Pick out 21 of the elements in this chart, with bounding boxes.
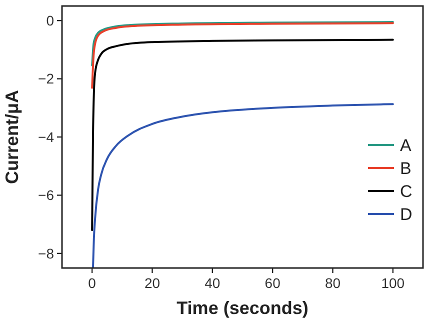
x-tick-label: 100 <box>381 275 405 291</box>
x-tick-label: 40 <box>204 275 220 291</box>
legend-label: A <box>400 136 412 155</box>
y-tick-label: −8 <box>38 245 54 262</box>
line-series <box>92 103 394 268</box>
y-tick-label: −6 <box>38 187 54 204</box>
x-tick-label: 20 <box>144 275 160 291</box>
legend-label: C <box>400 182 412 201</box>
y-axis-title: Current/μA <box>2 90 22 184</box>
y-tick-label: 0 <box>46 12 54 28</box>
line-series <box>91 22 394 89</box>
legend-label: B <box>400 158 412 178</box>
y-tick-label: −4 <box>38 128 54 145</box>
y-tick-label: −2 <box>38 70 54 87</box>
line-series <box>91 38 394 232</box>
x-tick-label: 0 <box>88 275 96 291</box>
legend-label: D <box>400 204 412 224</box>
x-tick-label: 80 <box>324 275 341 291</box>
line-series <box>91 21 394 66</box>
x-tick-label: 60 <box>264 275 281 291</box>
x-axis-title: Time (seconds) <box>176 298 308 318</box>
